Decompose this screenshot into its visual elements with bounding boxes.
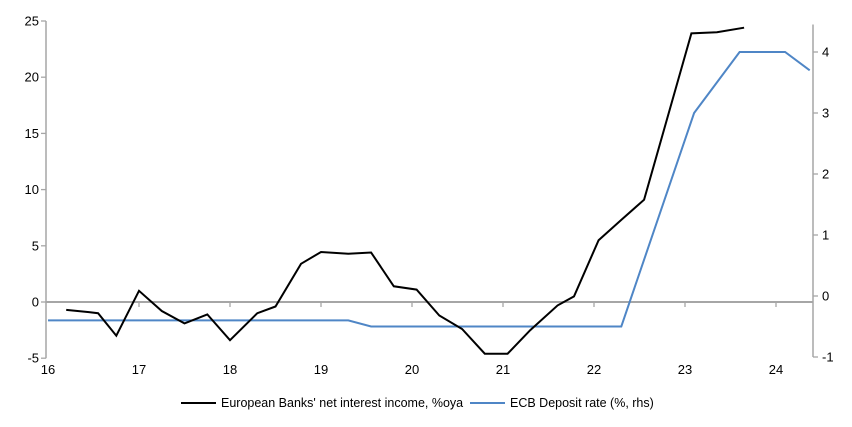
left-axis-tick-label: -5 bbox=[27, 351, 39, 366]
left-axis-tick-label: 20 bbox=[25, 70, 39, 85]
right-axis-tick-label: -1 bbox=[822, 350, 834, 365]
x-axis-year-label: 16 bbox=[41, 362, 55, 377]
net-interest-income-line bbox=[66, 26, 745, 355]
right-axis-tick-label: 0 bbox=[822, 289, 829, 304]
x-axis-year-label: 19 bbox=[314, 362, 328, 377]
left-axis-tick-label: 25 bbox=[25, 14, 39, 29]
blue-line-swatch bbox=[470, 402, 505, 404]
right-axis-tick-label: 2 bbox=[822, 167, 829, 182]
black-line-swatch bbox=[181, 402, 216, 404]
left-axis-tick-label: 5 bbox=[32, 238, 39, 253]
x-axis-year-label: 21 bbox=[496, 362, 510, 377]
legend-label-ecb-deposit-rate: ECB Deposit rate (%, rhs) bbox=[510, 396, 654, 410]
x-axis-year-label: 23 bbox=[678, 362, 692, 377]
right-axis-tick-label: 1 bbox=[822, 228, 829, 243]
legend: European Banks' net interest income, %oy… bbox=[0, 395, 852, 413]
x-axis-year-label: 22 bbox=[587, 362, 601, 377]
legend-item-net-interest-income: European Banks' net interest income, %oy… bbox=[181, 395, 463, 411]
ecb-deposit-rate-line bbox=[48, 51, 811, 328]
x-axis-year-label: 18 bbox=[223, 362, 237, 377]
left-axis-tick-label: 10 bbox=[25, 182, 39, 197]
x-axis-year-label: 17 bbox=[132, 362, 146, 377]
right-axis-tick-label: 3 bbox=[822, 106, 829, 121]
x-axis-year-label: 20 bbox=[405, 362, 419, 377]
x-axis-year-label: 24 bbox=[769, 362, 783, 377]
left-axis-tick-label: 0 bbox=[32, 295, 39, 310]
left-axis-tick-label: 15 bbox=[25, 126, 39, 141]
legend-label-net-interest-income: European Banks' net interest income, %oy… bbox=[221, 396, 464, 410]
legend-item-ecb-deposit-rate: ECB Deposit rate (%, rhs) bbox=[470, 395, 654, 411]
right-axis-tick-label: 4 bbox=[822, 45, 829, 60]
